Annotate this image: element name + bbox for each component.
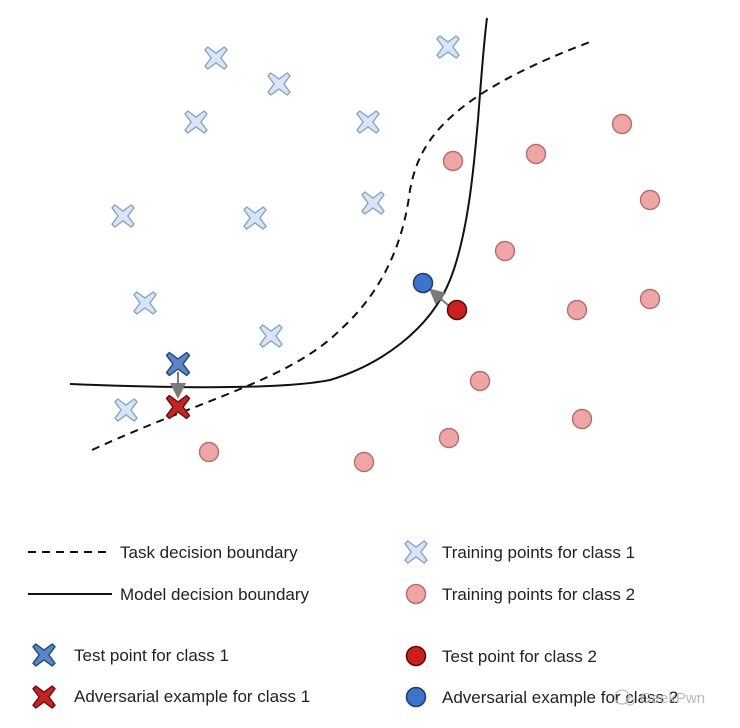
training-point-class-1 — [356, 110, 380, 134]
training-point-class-2 — [525, 143, 547, 165]
training-point-class-2 — [566, 299, 588, 321]
training-point-class-2 — [494, 240, 516, 262]
training-point-class-2 — [198, 441, 220, 463]
legend-test-class-2-icon — [405, 645, 427, 667]
watermark-logo-icon-small — [625, 696, 635, 706]
task-decision-boundary — [91, 41, 591, 451]
legend: Task decision boundary Model decision bo… — [28, 540, 678, 709]
legend-test-class-1-label: Test point for class 1 — [74, 646, 229, 665]
legend-adv-class-2-label: Adversarial example for class 2 — [442, 688, 678, 707]
training-point-class-2 — [438, 427, 460, 449]
legend-task-label: Task decision boundary — [120, 543, 298, 562]
training-point-class-1 — [436, 35, 460, 59]
adversarial-example-class-1-mark — [165, 394, 191, 420]
test-point-class-2 — [446, 299, 468, 321]
training-point-class-1 — [133, 291, 157, 315]
training-point-class-2 — [611, 113, 633, 135]
training-point-class-1 — [114, 398, 138, 422]
legend-adv-class-1-icon — [32, 685, 56, 709]
legend-train-class-2-icon — [405, 583, 427, 605]
training-point-class-2 — [442, 150, 464, 172]
watermark: GeekPwn — [614, 689, 705, 707]
training-points-class-1 — [111, 35, 460, 422]
training-point-class-1 — [204, 46, 228, 70]
training-point-class-1 — [243, 206, 267, 230]
training-point-class-2 — [353, 451, 375, 473]
legend-test-class-1-icon — [32, 643, 56, 667]
training-point-class-2 — [639, 189, 661, 211]
adversarial-example-class-2 — [412, 272, 434, 294]
adversarial-arrow-class-2 — [429, 288, 450, 307]
test-point-class-1 — [165, 351, 191, 377]
legend-adv-class-2-icon — [405, 686, 427, 708]
legend-train-class-2-label: Training points for class 2 — [442, 585, 635, 604]
training-point-class-1 — [184, 110, 208, 134]
training-point-class-2 — [571, 408, 593, 430]
training-point-class-2 — [469, 370, 491, 392]
watermark-text: GeekPwn — [640, 690, 705, 707]
legend-adv-class-1-mark — [32, 685, 56, 709]
legend-adv-class-1-label: Adversarial example for class 1 — [74, 687, 310, 706]
adversarial-example-class-1 — [165, 394, 191, 420]
training-point-class-1 — [259, 324, 283, 348]
legend-model-label: Model decision boundary — [120, 585, 310, 604]
training-point-class-2 — [639, 288, 661, 310]
training-point-class-1 — [267, 72, 291, 96]
legend-train-class-1-label: Training points for class 1 — [442, 543, 635, 562]
test-point-class-1-mark — [165, 351, 191, 377]
legend-test-class-1-mark — [32, 643, 56, 667]
training-point-class-1 — [111, 204, 135, 228]
legend-train-class-1-icon — [404, 540, 428, 564]
training-points-class-2 — [198, 113, 661, 473]
training-point-class-1 — [361, 191, 385, 215]
legend-test-class-2-label: Test point for class 2 — [442, 647, 597, 666]
legend-train-class-1-mark — [404, 540, 428, 564]
